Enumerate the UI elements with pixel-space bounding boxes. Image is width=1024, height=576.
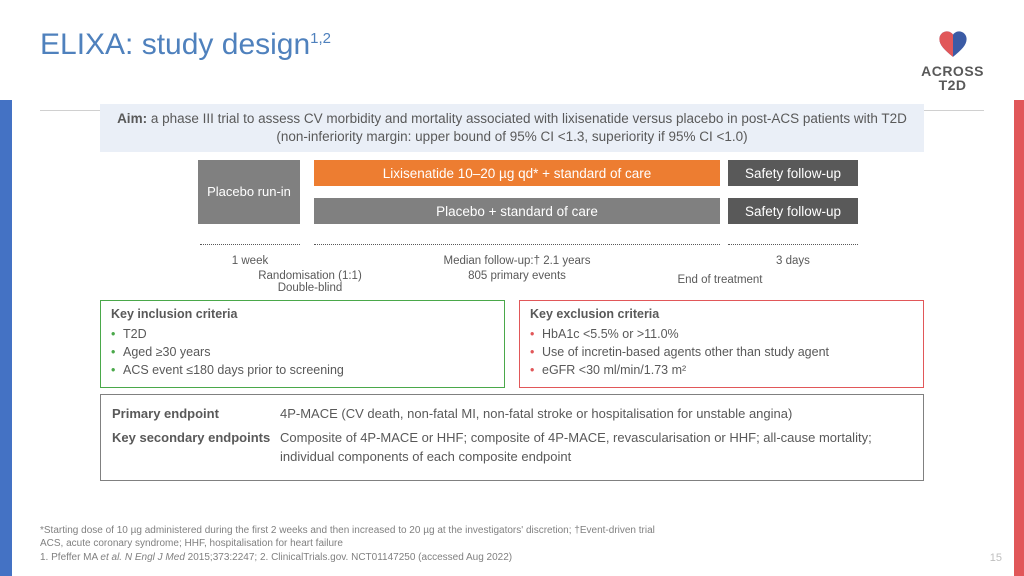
arm2-bar: Placebo + standard of care: [314, 198, 720, 224]
exclusion-box: Key exclusion criteria HbA1c <5.5% or >1…: [519, 300, 924, 388]
runin-box: Placebo run-in: [198, 160, 300, 224]
footnote-line-1: *Starting dose of 10 µg administered dur…: [40, 524, 954, 538]
inclusion-box: Key inclusion criteria T2D Aged ≥30 year…: [100, 300, 505, 388]
header: ELIXA: study design1,2 ACROSS T2D: [40, 28, 984, 111]
aim-box: Aim: a phase III trial to assess CV morb…: [100, 104, 924, 152]
logo-line2: T2D: [921, 78, 984, 92]
aim-label: Aim:: [117, 111, 147, 126]
followup-text: Median follow-up:† 2.1 years: [443, 255, 590, 267]
list-item: eGFR <30 ml/min/1.73 m²: [530, 361, 913, 379]
timeline-label-3: 3 days: [728, 254, 858, 269]
endpoints-box: Primary endpoint 4P-MACE (CV death, non-…: [100, 394, 924, 481]
footnote-line-2: ACS, acute coronary syndrome; HHF, hospi…: [40, 537, 954, 551]
timeline-dash-2: [314, 244, 720, 245]
exclusion-title: Key exclusion criteria: [530, 307, 913, 321]
timeline-label-1: 1 week: [200, 254, 300, 269]
safety-followup-1: Safety follow-up: [728, 160, 858, 186]
safety-followup-2: Safety follow-up: [728, 198, 858, 224]
events-text: 805 primary events: [468, 270, 566, 282]
inclusion-list: T2D Aged ≥30 years ACS event ≤180 days p…: [111, 325, 494, 379]
right-edge-stripe: [1014, 100, 1024, 576]
timeline-dash-3: [728, 244, 858, 245]
list-item: ACS event ≤180 days prior to screening: [111, 361, 494, 379]
exclusion-list: HbA1c <5.5% or >11.0% Use of incretin-ba…: [530, 325, 913, 379]
list-item: HbA1c <5.5% or >11.0%: [530, 325, 913, 343]
heart-icon: [936, 28, 970, 62]
end-of-treatment-label: End of treatment: [660, 274, 780, 286]
footnote-line-3: 1. Pfeffer MA et al. N Engl J Med 2015;3…: [40, 551, 954, 565]
primary-endpoint-value: 4P-MACE (CV death, non-fatal MI, non-fat…: [280, 404, 912, 424]
page-title: ELIXA: study design1,2: [40, 28, 331, 62]
brand-logo: ACROSS T2D: [921, 28, 984, 92]
criteria-row: Key inclusion criteria T2D Aged ≥30 year…: [100, 300, 924, 388]
randomisation-label: Randomisation (1:1) Double-blind: [250, 270, 370, 294]
left-edge-stripe: [0, 100, 12, 576]
list-item: Use of incretin-based agents other than …: [530, 343, 913, 361]
logo-line1: ACROSS: [921, 64, 984, 78]
primary-endpoint-label: Primary endpoint: [112, 404, 280, 424]
page-number: 15: [990, 552, 1002, 564]
arm1-bar: Lixisenatide 10–20 µg qd* + standard of …: [314, 160, 720, 186]
timeline-dash-1: [200, 244, 300, 245]
study-design-diagram: Placebo run-in Lixisenatide 10–20 µg qd*…: [100, 160, 924, 306]
list-item: Aged ≥30 years: [111, 343, 494, 361]
title-superscript: 1,2: [310, 30, 331, 47]
footnotes: *Starting dose of 10 µg administered dur…: [40, 524, 954, 565]
secondary-endpoint-label: Key secondary endpoints: [112, 428, 280, 467]
list-item: T2D: [111, 325, 494, 343]
inclusion-title: Key inclusion criteria: [111, 307, 494, 321]
timeline: 1 week Median follow-up:† 2.1 years 805 …: [100, 236, 924, 306]
aim-text: a phase III trial to assess CV morbidity…: [147, 111, 907, 144]
secondary-endpoint-value: Composite of 4P-MACE or HHF; composite o…: [280, 428, 912, 467]
title-text: ELIXA: study design: [40, 28, 310, 61]
